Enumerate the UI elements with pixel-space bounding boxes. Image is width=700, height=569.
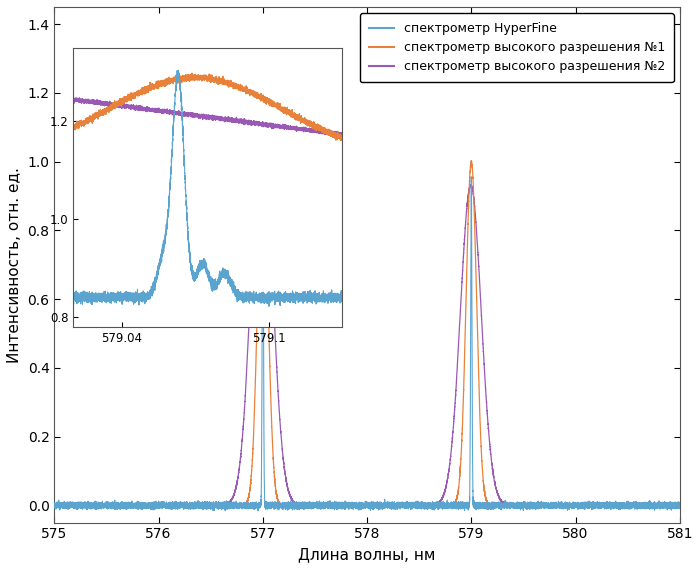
Legend: спектрометр HyperFine, спектрометр высокого разрешения №1, спектрометр высокого : спектрометр HyperFine, спектрометр высок… — [360, 13, 673, 82]
Y-axis label: Интенсивность, отн. ед.: Интенсивность, отн. ед. — [7, 167, 22, 362]
X-axis label: Длина волны, нм: Длина волны, нм — [298, 547, 436, 562]
